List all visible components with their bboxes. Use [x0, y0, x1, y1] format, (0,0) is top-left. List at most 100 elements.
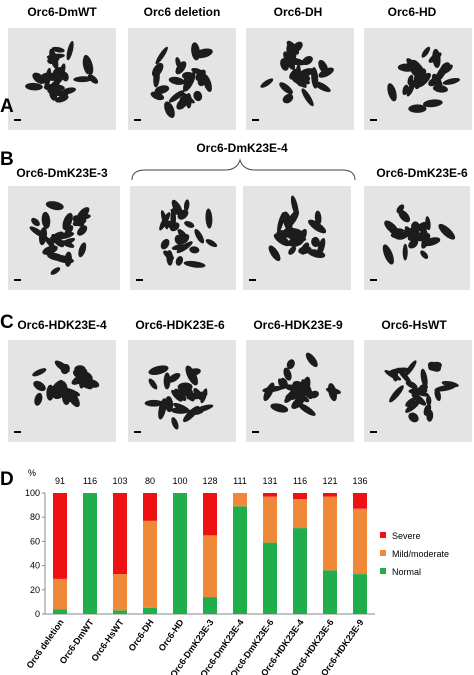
chromosome	[411, 392, 427, 406]
count-label: 111	[233, 476, 247, 486]
chromosome	[287, 241, 300, 247]
chromosome	[263, 382, 275, 401]
micrograph	[8, 340, 116, 442]
bar-segment	[203, 493, 217, 536]
legend-label: Normal	[392, 567, 421, 577]
chromosome	[406, 79, 416, 97]
chromosome	[416, 221, 431, 232]
chromosome	[25, 82, 43, 91]
legend-label: Mild/moderate	[392, 549, 449, 559]
legend-swatch	[380, 550, 386, 556]
micrograph	[364, 28, 472, 130]
brace	[131, 158, 356, 181]
x-tick-label: Orc6-HD	[157, 617, 186, 653]
bar-segment	[233, 506, 247, 614]
chromosome	[174, 388, 187, 401]
micrograph	[364, 340, 472, 442]
bar-segment	[203, 535, 217, 598]
chromosome	[57, 231, 75, 240]
chromosome	[397, 367, 412, 385]
micrograph	[130, 186, 236, 290]
chromosome	[51, 46, 65, 53]
chromosome	[44, 67, 52, 89]
chromosome	[405, 399, 421, 413]
chromosome	[144, 399, 164, 407]
micrograph	[364, 186, 470, 290]
count-label: 80	[145, 476, 155, 486]
chromosome	[405, 380, 418, 389]
chromosome	[308, 219, 327, 234]
bar-segment	[323, 496, 337, 571]
chromosome	[148, 365, 169, 375]
chromosome	[286, 40, 300, 55]
chromosome	[170, 208, 177, 230]
chromosome	[186, 391, 208, 400]
chromosome	[434, 384, 456, 392]
chromosome	[260, 78, 274, 88]
chromosome	[422, 99, 443, 108]
bar-segment	[353, 493, 367, 509]
panel-letter: B	[0, 149, 14, 170]
chromosome	[301, 88, 314, 107]
micrograph	[8, 186, 120, 290]
chromosome	[423, 403, 432, 416]
panel-label: Orc6-DmK23E-6	[376, 166, 468, 180]
bar-segment	[353, 508, 367, 575]
chromosome	[173, 402, 191, 413]
chromosome	[46, 384, 55, 401]
chromosome	[280, 58, 289, 71]
chromosome	[51, 234, 65, 248]
chromosome	[189, 246, 200, 254]
micrograph	[128, 340, 236, 442]
bar-segment	[83, 493, 97, 614]
chromosome	[78, 242, 87, 258]
count-label: 121	[322, 476, 337, 486]
chromosome	[32, 72, 46, 84]
count-label: 116	[83, 476, 97, 486]
micrograph	[8, 28, 116, 130]
chromosome	[279, 377, 288, 389]
bar-segment	[233, 493, 247, 507]
chromosome	[176, 241, 193, 254]
chromosome	[171, 417, 179, 430]
chromosome	[288, 246, 297, 255]
chromosome	[297, 403, 316, 416]
chromosome	[75, 375, 93, 390]
bar-segment	[293, 528, 307, 614]
panel-label: Orc6-HDK23E-9	[253, 318, 343, 332]
chromosome	[408, 412, 419, 423]
chromosome	[148, 378, 158, 390]
chromosome	[313, 81, 331, 93]
chromosome	[38, 227, 48, 246]
chromosome	[44, 236, 56, 250]
bar-segment	[323, 570, 337, 614]
chromosome	[420, 250, 429, 259]
chromosome	[153, 68, 160, 88]
bar-segment	[263, 542, 277, 614]
chromosome	[163, 250, 174, 260]
chromosome	[297, 228, 307, 246]
chromosome	[168, 76, 185, 85]
chromosome	[34, 392, 43, 406]
chromosome	[175, 256, 184, 266]
count-label: 128	[202, 476, 217, 486]
chromosome	[416, 72, 431, 88]
chromosome	[268, 245, 281, 262]
chromosome	[183, 260, 206, 268]
chromosome	[154, 85, 170, 94]
chromosome	[309, 390, 319, 399]
chromosome	[183, 199, 190, 212]
panel-label: Orc6-DmK23E-4	[196, 141, 288, 155]
chromosome	[160, 238, 170, 250]
chromosome	[432, 48, 441, 68]
chromosome	[387, 83, 397, 102]
chromosome	[83, 54, 94, 75]
chromosome	[49, 48, 59, 70]
micrograph	[246, 28, 354, 130]
bar-segment	[143, 607, 157, 614]
panel-label: Orc6-DH	[274, 5, 323, 19]
chromosome	[171, 389, 183, 402]
chromosome	[307, 249, 326, 258]
chromosome	[191, 42, 200, 61]
